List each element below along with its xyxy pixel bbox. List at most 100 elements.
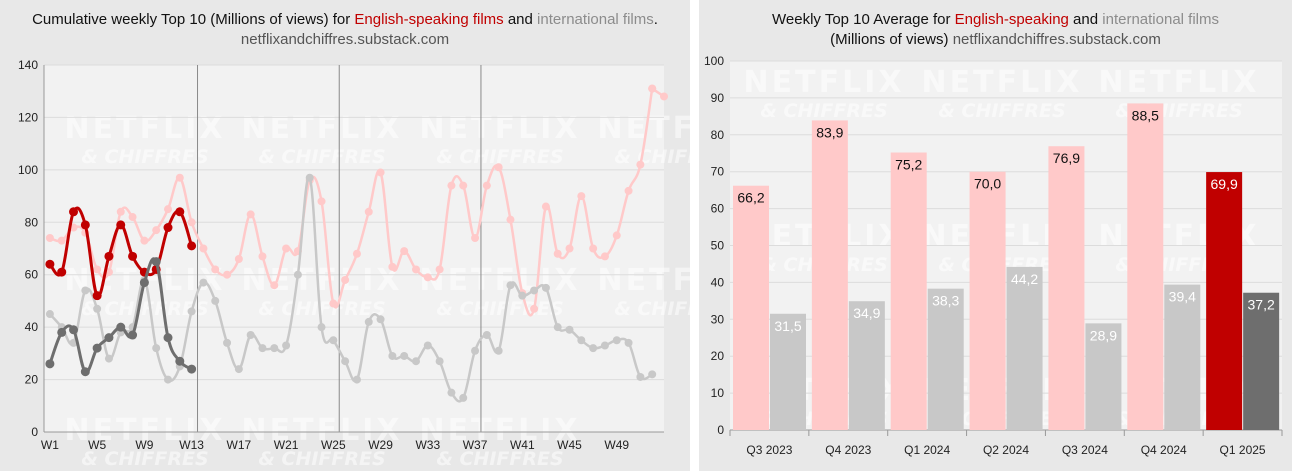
data-point [104,354,113,363]
data-point [600,341,609,350]
data-point [140,236,149,245]
x-tick-label: W5 [88,438,106,452]
x-tick-label: W17 [227,438,252,452]
y-tick-label: 30 [711,312,725,326]
data-point [447,388,456,397]
data-point [116,207,125,216]
data-label: 44,2 [1011,271,1038,287]
data-label: 88,5 [1132,107,1159,123]
data-point [518,291,527,300]
line-title-prefix: Cumulative weekly Top 10 (Millions of vi… [32,11,355,28]
data-point [636,372,645,381]
data-point [565,325,574,334]
data-point [163,333,173,343]
x-tick-label: W37 [463,438,488,452]
data-point [447,181,456,190]
x-tick-label: W13 [179,438,204,452]
data-point [364,207,373,216]
data-point [104,333,114,343]
data-point [660,92,668,101]
data-point [92,291,102,301]
data-point [57,236,66,245]
bar-international [770,313,806,430]
data-point [223,270,232,279]
data-point [246,210,255,219]
data-point [636,160,645,169]
data-point [435,265,444,274]
data-point [482,331,491,340]
y-tick-label: 70 [711,165,725,179]
watermark-logo-sub: & CHIFFRES [760,100,887,122]
watermark-logo-sub: & CHIFFRES [258,448,385,470]
bar-english [1127,103,1164,430]
x-tick-label: W21 [274,438,299,452]
x-tick-label: W33 [415,438,440,452]
data-point [612,336,621,345]
data-point [329,299,338,308]
y-tick-label: 120 [18,110,38,124]
data-point [152,226,161,235]
data-point [494,346,503,355]
data-label: 76,9 [1053,150,1080,166]
bar-international [1085,323,1122,430]
x-tick-label: Q4 2024 [1141,443,1187,457]
data-point [648,84,657,93]
data-point [577,192,586,201]
data-point [164,375,172,384]
bar-title-english: English-speaking [954,11,1069,28]
y-tick-label: 20 [25,373,39,387]
x-tick-label: W1 [41,438,59,452]
bar-english [969,171,1006,430]
x-tick-label: W9 [135,438,153,452]
data-point [553,249,562,258]
bar-chart-source: netflixandchiffres.substack.com [952,31,1161,48]
data-point [128,213,137,222]
data-point [57,267,67,277]
data-point [541,202,550,211]
y-tick-label: 60 [25,268,39,282]
data-point [199,244,208,253]
data-label: 28,9 [1090,327,1117,343]
y-tick-label: 50 [711,239,725,253]
watermark-logo-sub: & CHIFFRES [81,146,208,168]
data-point [282,341,291,350]
bar-international [1006,266,1043,430]
data-point [45,234,54,243]
data-point [45,359,55,369]
watermark-logo: NETFLIX [242,263,403,298]
y-tick-label: 20 [711,349,725,363]
data-label: 69,9 [1211,176,1238,192]
bar-international [1243,292,1280,430]
data-point [600,252,609,261]
watermark-logo: NETFLIX [420,111,581,146]
x-tick-label: Q2 2024 [983,443,1029,457]
x-tick-label: Q3 2023 [746,443,792,457]
data-point [435,357,444,366]
watermark-logo-sub: & CHIFFRES [938,100,1065,122]
data-label: 37,2 [1248,297,1275,313]
line-title-end: . [653,11,658,28]
data-point [412,265,420,274]
bar-english [1206,172,1243,430]
watermark-logo: NETFLIX [420,413,581,448]
watermark-logo: NETFLIX [242,413,403,448]
data-point [45,259,55,269]
data-point [234,365,243,374]
data-point [352,375,361,384]
bar-english [890,152,927,430]
y-tick-label: 0 [717,423,724,437]
bar-international [927,288,964,430]
y-tick-label: 60 [711,202,725,216]
x-tick-label: W25 [321,438,346,452]
x-tick-label: W45 [557,438,582,452]
data-label: 39,4 [1169,289,1196,305]
bar-title-and: and [1068,11,1103,28]
data-point [400,351,409,360]
data-point [57,327,67,337]
data-label: 83,9 [816,124,843,140]
data-point [612,231,621,240]
line-title-english: English-speaking films [354,11,504,28]
data-point [211,265,220,274]
line-title-and: and [503,11,538,28]
